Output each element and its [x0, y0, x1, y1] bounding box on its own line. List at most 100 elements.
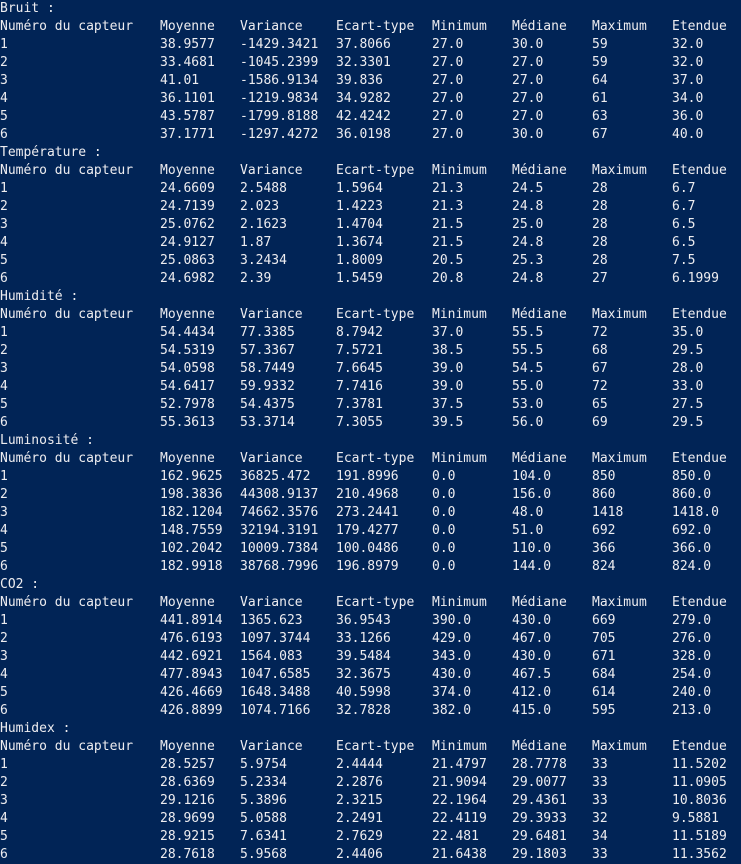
table-row: 5 43.5787 -1799.8188 42.4242 27.0 27.0 63 36.0 [0, 108, 741, 126]
cell-maximum: 27 [592, 271, 608, 286]
table-row: 5 25.0863 3.2434 1.8009 20.5 25.3 28 7.5 [0, 252, 741, 270]
cell-std-dev: 8.7942 [336, 325, 383, 340]
cell-sensor-number: 3 [0, 217, 8, 232]
column-header-variance: Variance [240, 739, 303, 754]
cell-sensor-number: 5 [0, 397, 8, 412]
cell-maximum: 67 [592, 127, 608, 142]
table-row: 3 442.6921 1564.083 39.5484 343.0 430.0 671 328… [0, 648, 741, 666]
cell-mean: 477.8943 [160, 667, 223, 682]
cell-variance: -1045.2399 [240, 55, 319, 70]
column-header-median: Médiane [512, 739, 567, 754]
table-row: 1 24.6609 2.5488 1.5964 21.3 24.5 28 6.7 [0, 180, 741, 198]
cell-sensor-number: 5 [0, 109, 8, 124]
cell-sensor-number: 4 [0, 235, 8, 250]
cell-maximum: 72 [592, 379, 608, 394]
cell-maximum: 692 [592, 523, 616, 538]
column-header-maximum: Maximum [592, 19, 647, 34]
cell-maximum: 28 [592, 199, 608, 214]
cell-maximum: 72 [592, 325, 608, 340]
cell-range: 850.0 [672, 469, 712, 484]
cell-variance: -1586.9134 [240, 73, 319, 88]
table-row: 5 426.4669 1648.3488 40.5998 374.0 412.0 614 24… [0, 684, 741, 702]
column-header-median: Médiane [512, 307, 567, 322]
cell-median: 55.0 [512, 379, 544, 394]
cell-sensor-number: 6 [0, 559, 8, 574]
cell-std-dev: 191.8996 [336, 469, 399, 484]
cell-sensor-number: 6 [0, 847, 8, 862]
table-row: 6 182.9918 38768.7996 196.8979 0.0 144.0 824 82… [0, 558, 741, 576]
cell-maximum: 824 [592, 559, 616, 574]
cell-mean: 426.8899 [160, 703, 223, 718]
cell-minimum: 429.0 [432, 631, 472, 646]
cell-range: 9.5881 [672, 811, 719, 826]
cell-median: 430.0 [512, 649, 552, 664]
cell-minimum: 22.1964 [432, 793, 487, 808]
table-row: 2 54.5319 57.3367 7.5721 38.5 55.5 68 29.5 [0, 342, 741, 360]
cell-variance: 7.6341 [240, 829, 287, 844]
cell-sensor-number: 5 [0, 541, 8, 556]
cell-variance: 1648.3488 [240, 685, 311, 700]
column-header-sensor-number: Numéro du capteur [0, 739, 134, 754]
cell-sensor-number: 5 [0, 253, 8, 268]
cell-median: 53.0 [512, 397, 544, 412]
cell-std-dev: 32.7828 [336, 703, 391, 718]
cell-mean: 54.4434 [160, 325, 215, 340]
cell-sensor-number: 2 [0, 55, 8, 70]
cell-maximum: 59 [592, 37, 608, 52]
cell-variance: 2.023 [240, 199, 280, 214]
cell-maximum: 34 [592, 829, 608, 844]
cell-std-dev: 1.8009 [336, 253, 383, 268]
column-header-range: Etendue [672, 451, 727, 466]
cell-median: 415.0 [512, 703, 552, 718]
column-header-minimum: Minimum [432, 163, 487, 178]
cell-mean: 162.9625 [160, 469, 223, 484]
column-header-maximum: Maximum [592, 595, 647, 610]
cell-minimum: 21.9094 [432, 775, 487, 790]
table-header-row: Numéro du capteur Moyenne Variance Ecart-ty… [0, 738, 741, 756]
cell-variance: -1297.4272 [240, 127, 319, 142]
cell-median: 29.1803 [512, 847, 567, 862]
cell-sensor-number: 1 [0, 469, 8, 484]
cell-minimum: 0.0 [432, 469, 456, 484]
cell-variance: 5.2334 [240, 775, 287, 790]
column-header-sensor-number: Numéro du capteur [0, 19, 134, 34]
column-header-sensor-number: Numéro du capteur [0, 451, 134, 466]
cell-median: 51.0 [512, 523, 544, 538]
cell-minimum: 39.0 [432, 379, 464, 394]
cell-variance: 1365.623 [240, 613, 303, 628]
cell-range: 29.5 [672, 343, 704, 358]
section-title: Température : [0, 145, 102, 160]
cell-maximum: 64 [592, 73, 608, 88]
cell-sensor-number: 2 [0, 199, 8, 214]
cell-std-dev: 40.5998 [336, 685, 391, 700]
cell-range: 32.0 [672, 37, 704, 52]
cell-minimum: 22.481 [432, 829, 479, 844]
cell-sensor-number: 2 [0, 775, 8, 790]
cell-variance: 2.5488 [240, 181, 287, 196]
cell-variance: -1219.9834 [240, 91, 319, 106]
table-row: 4 24.9127 1.87 1.3674 21.5 24.8 28 6.5 [0, 234, 741, 252]
cell-minimum: 27.0 [432, 109, 464, 124]
cell-mean: 25.0863 [160, 253, 215, 268]
cell-sensor-number: 5 [0, 685, 8, 700]
cell-median: 104.0 [512, 469, 552, 484]
cell-median: 30.0 [512, 127, 544, 142]
cell-variance: 1.87 [240, 235, 272, 250]
cell-maximum: 614 [592, 685, 616, 700]
cell-mean: 182.1204 [160, 505, 223, 520]
table-row: 3 182.1204 74662.3576 273.2441 0.0 48.0 1418 14… [0, 504, 741, 522]
cell-median: 27.0 [512, 109, 544, 124]
cell-median: 55.5 [512, 325, 544, 340]
column-header-std-dev: Ecart-type [336, 739, 415, 754]
cell-std-dev: 39.836 [336, 73, 383, 88]
cell-minimum: 0.0 [432, 523, 456, 538]
cell-sensor-number: 1 [0, 181, 8, 196]
cell-range: 11.5202 [672, 757, 727, 772]
cell-sensor-number: 1 [0, 757, 8, 772]
cell-std-dev: 7.6645 [336, 361, 383, 376]
cell-median: 24.8 [512, 235, 544, 250]
cell-std-dev: 42.4242 [336, 109, 391, 124]
cell-std-dev: 2.4406 [336, 847, 383, 862]
cell-mean: 426.4669 [160, 685, 223, 700]
cell-mean: 52.7978 [160, 397, 215, 412]
